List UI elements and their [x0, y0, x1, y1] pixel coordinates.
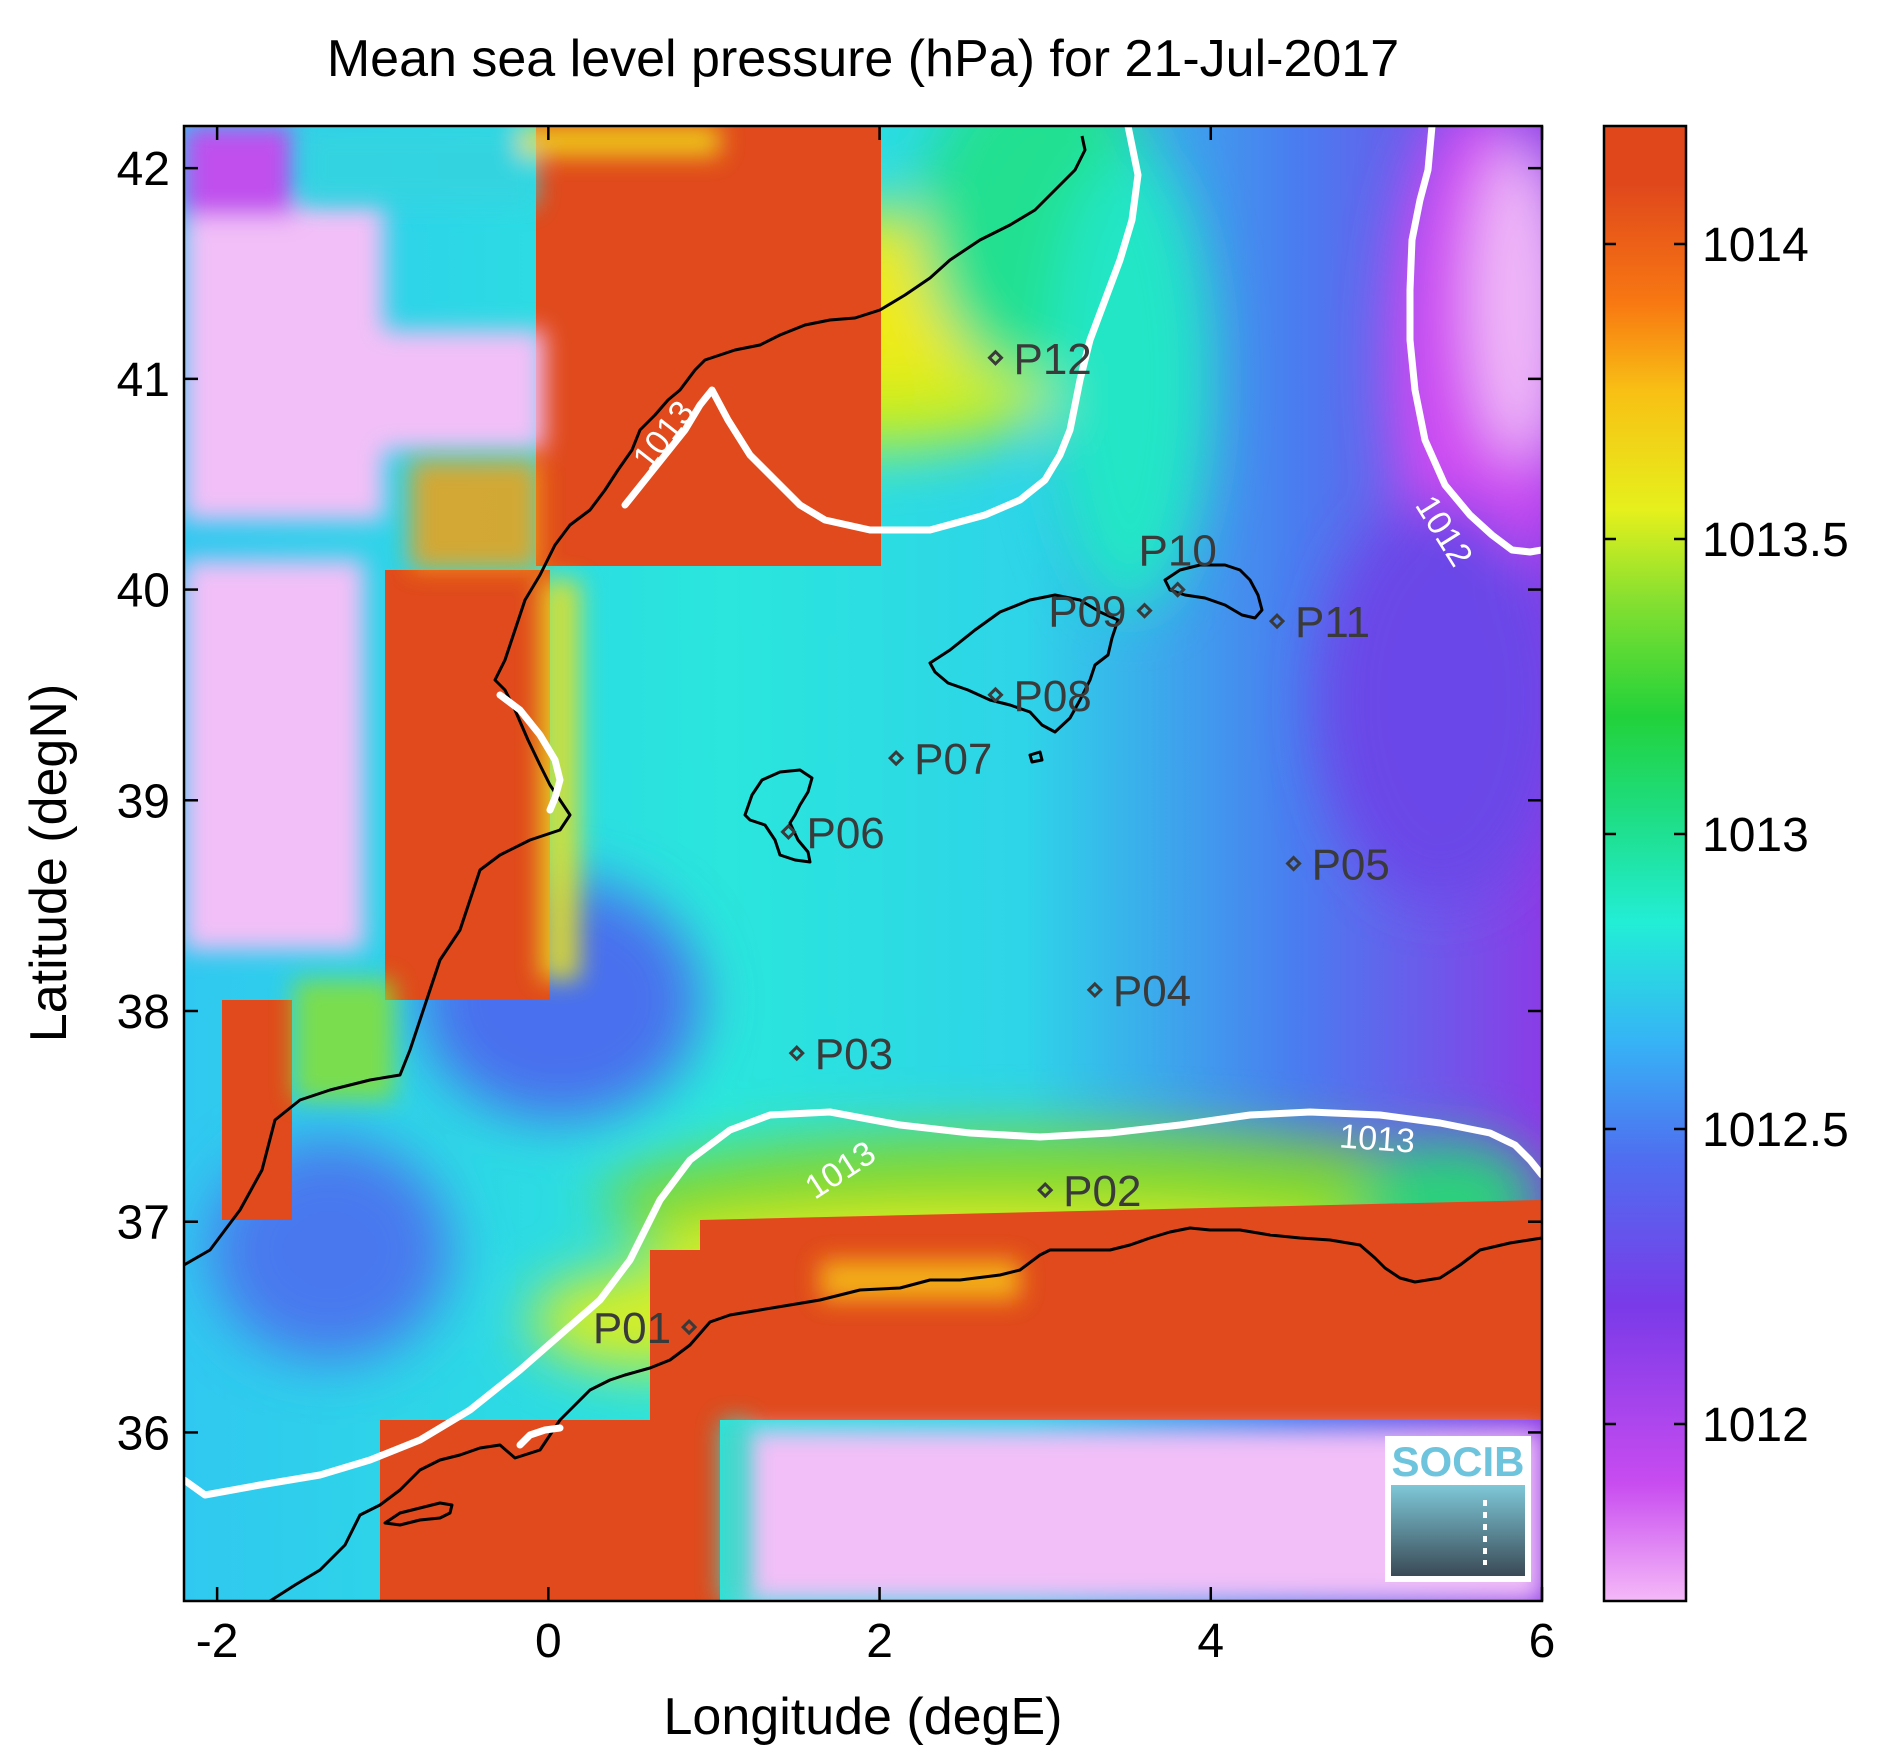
y-tick-label: 36	[117, 1407, 170, 1460]
contour-1013-north	[621, 126, 1142, 534]
x-tick-label: -2	[196, 1615, 239, 1668]
x-axis-ticks: -2 0 2 4 6	[196, 126, 1556, 1668]
contour-lines	[184, 126, 1542, 1499]
point-label: P04	[1113, 967, 1191, 1016]
colorbar-tick-label: 1012	[1702, 1399, 1809, 1452]
y-tick-label: 41	[117, 354, 170, 407]
x-tick-label: 2	[866, 1615, 893, 1668]
coastline-ibiza	[743, 768, 814, 864]
point-label: P05	[1312, 841, 1390, 890]
coastline	[184, 135, 1542, 1601]
y-tick-label: 37	[117, 1197, 170, 1250]
point-label: P12	[1013, 335, 1091, 384]
point-label: P09	[1048, 588, 1126, 637]
socib-logo-text: SOCIB	[1391, 1438, 1524, 1485]
x-tick-label: 6	[1529, 1615, 1556, 1668]
y-axis-label: Latitude (degN)	[20, 684, 78, 1042]
coastline-menorca	[1163, 563, 1264, 620]
x-axis-label: Longitude (degE)	[664, 1688, 1063, 1746]
point-label: P06	[806, 809, 884, 858]
contour-1013-coastal	[496, 691, 564, 814]
coastline-mallorca	[928, 593, 1120, 734]
map-panel	[184, 126, 1542, 1601]
coastline-cabrera	[1028, 750, 1044, 764]
y-tick-label: 42	[117, 143, 170, 196]
point-label: P08	[1013, 672, 1091, 721]
y-tick-label: 39	[117, 775, 170, 828]
socib-logo-image	[1391, 1485, 1525, 1576]
point-marker-icon	[1037, 1181, 1054, 1199]
contour-1012-east	[1406, 126, 1542, 556]
coastline-alboran-island	[383, 1501, 454, 1527]
colorbar-ticks: 1012 1012.5 1013 1013.5 1014	[1604, 219, 1849, 1452]
point-marker-icon	[1136, 602, 1153, 619]
colorbar-tick-label: 1012.5	[1702, 1104, 1849, 1157]
pressure-field-land-low	[184, 126, 1542, 1601]
contour-1013-africa	[516, 1424, 564, 1449]
map-title: Mean sea level pressure (hPa) for 21-Jul…	[327, 30, 1399, 88]
socib-logo: SOCIB	[1385, 1436, 1531, 1582]
point-marker-icon	[987, 349, 1004, 366]
point-label: P01	[593, 1304, 671, 1353]
point-marker-icon	[1285, 855, 1302, 872]
y-tick-label: 40	[117, 565, 170, 618]
sampling-points: P01 P02 P03 P04 P05 P06 P07 P08 P09 P10 P11 P12	[593, 335, 1390, 1353]
point-marker-icon	[987, 686, 1004, 704]
colorbar-tick-label: 1014	[1702, 219, 1809, 272]
coastline-africa	[269, 1226, 1542, 1601]
y-axis-ticks: 36 37 38 39 40 41 42	[117, 143, 1542, 1460]
contour-label: 1013	[1338, 1118, 1416, 1161]
point-marker-icon	[788, 1045, 805, 1062]
point-marker-icon	[680, 1318, 698, 1336]
colorbar: 1012 1012.5 1013 1013.5 1014	[1602, 124, 1849, 1603]
point-marker-icon	[1268, 613, 1286, 630]
point-marker-icon	[1086, 981, 1103, 999]
point-label: P03	[815, 1030, 893, 1079]
point-marker-icon	[1169, 581, 1186, 598]
map-frame	[182, 124, 1544, 1603]
point-label: P11	[1295, 598, 1370, 647]
x-tick-label: 4	[1197, 1615, 1224, 1668]
contour-1013-south	[184, 1108, 1542, 1499]
colorbar-scale	[1602, 124, 1688, 1603]
y-tick-label: 38	[117, 986, 170, 1039]
point-label: P02	[1063, 1167, 1141, 1216]
colorbar-tick-label: 1013	[1702, 809, 1809, 862]
x-tick-label: 0	[535, 1615, 562, 1668]
point-marker-icon	[780, 823, 797, 841]
colorbar-tick-label: 1013.5	[1702, 514, 1849, 567]
point-label: P10	[1139, 527, 1217, 576]
coastline-iberia	[184, 135, 1087, 1267]
point-label: P07	[914, 735, 992, 784]
point-marker-icon	[888, 750, 905, 767]
